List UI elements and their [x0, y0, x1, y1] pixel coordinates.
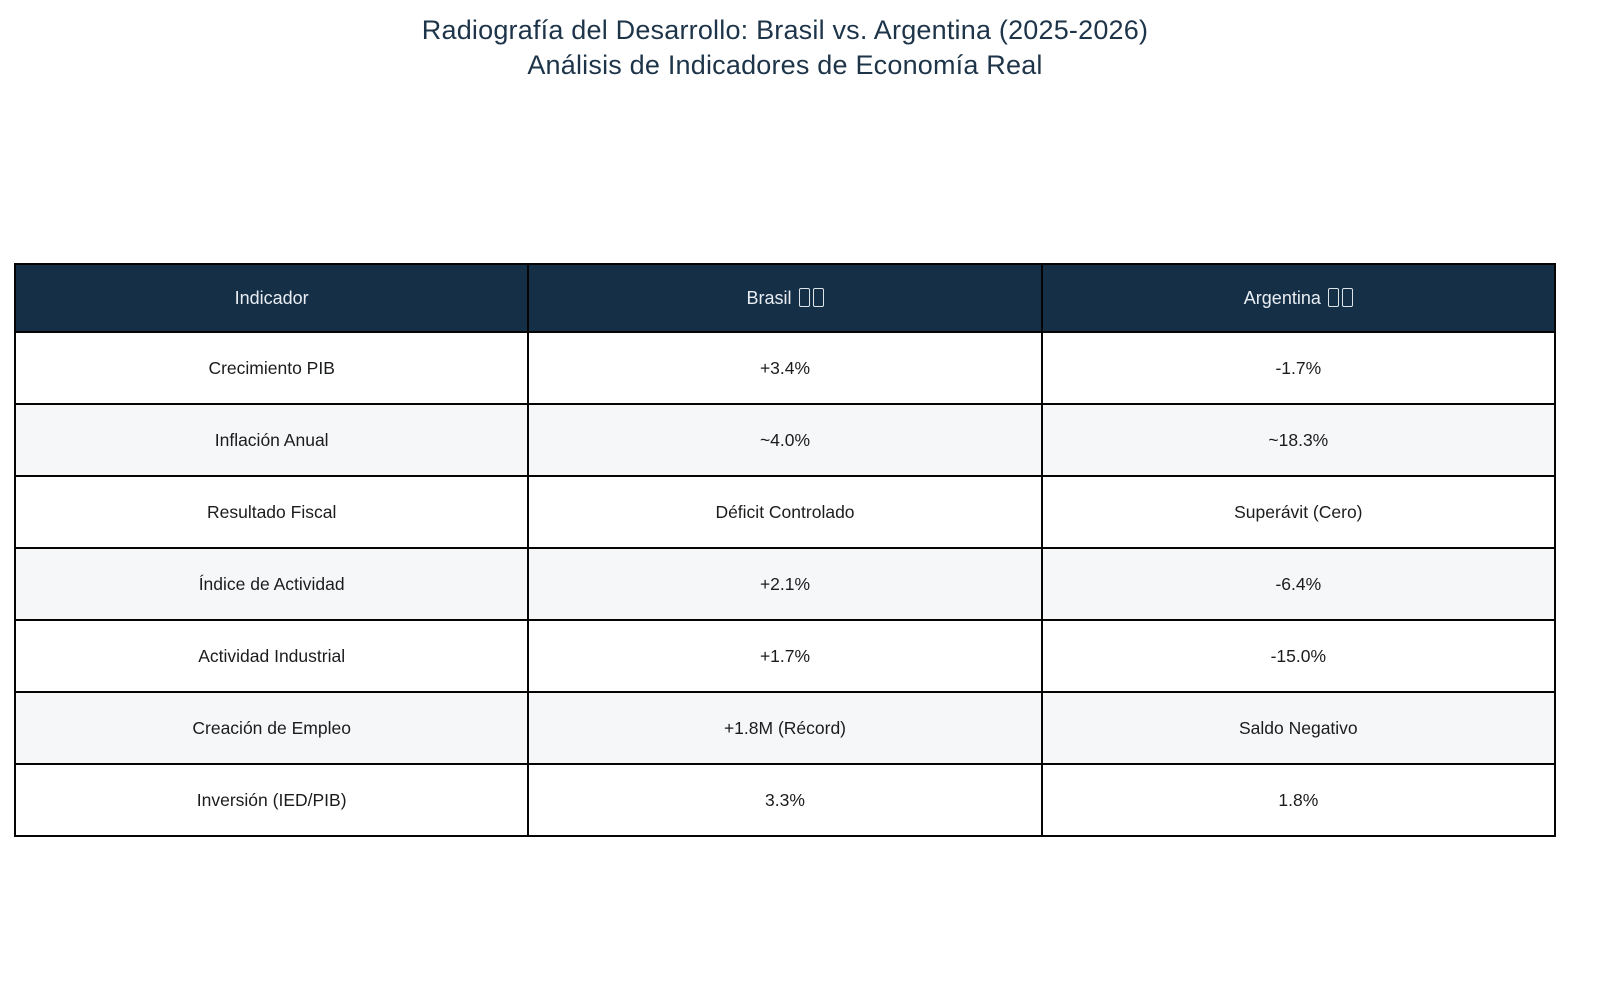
argentina-value-cell: Saldo Negativo [1040, 691, 1557, 765]
argentina-value-cell: Superávit (Cero) [1040, 475, 1557, 549]
table-header-row: Indicador Brasil Argentina [13, 263, 1557, 333]
indicators-table: Indicador Brasil Argentina Crecimiento P… [13, 263, 1557, 837]
indicator-cell: Crecimiento PIB [13, 331, 530, 405]
column-header-indicador: Indicador [13, 263, 530, 333]
table-row: Creación de Empleo +1.8M (Récord) Saldo … [13, 691, 1557, 765]
table-row: Crecimiento PIB +3.4% -1.7% [13, 331, 1557, 405]
argentina-value-cell: 1.8% [1040, 763, 1557, 837]
column-header-brasil: Brasil [527, 263, 1043, 333]
column-header-label: Argentina [1243, 287, 1321, 308]
table-row: Inflación Anual ~4.0% ~18.3% [13, 403, 1557, 477]
brasil-value-cell: 3.3% [527, 763, 1043, 837]
argentina-value-cell: ~18.3% [1040, 403, 1557, 477]
column-header-label: Brasil [746, 287, 792, 308]
indicator-cell: Inflación Anual [13, 403, 530, 477]
argentina-value-cell: -1.7% [1040, 331, 1557, 405]
column-header-argentina: Argentina [1040, 263, 1557, 333]
missing-glyph-box-icon [1341, 287, 1353, 307]
argentina-value-cell: -15.0% [1040, 619, 1557, 693]
table-row: Resultado Fiscal Déficit Controlado Supe… [13, 475, 1557, 549]
figure-title: Radiografía del Desarrollo: Brasil vs. A… [14, 13, 1556, 83]
missing-glyph-box-icon [812, 287, 824, 307]
indicator-cell: Creación de Empleo [13, 691, 530, 765]
table-row: Índice de Actividad +2.1% -6.4% [13, 547, 1557, 621]
table-row: Inversión (IED/PIB) 3.3% 1.8% [13, 763, 1557, 837]
brasil-value-cell: +1.7% [527, 619, 1043, 693]
brasil-value-cell: +3.4% [527, 331, 1043, 405]
argentina-value-cell: -6.4% [1040, 547, 1557, 621]
figure-title-line1: Radiografía del Desarrollo: Brasil vs. A… [421, 15, 1149, 45]
indicator-cell: Resultado Fiscal [13, 475, 530, 549]
table-row: Actividad Industrial +1.7% -15.0% [13, 619, 1557, 693]
missing-glyph-box-icon [798, 287, 810, 307]
brasil-flag-placeholder-icon [798, 287, 824, 309]
brasil-value-cell: ~4.0% [527, 403, 1043, 477]
figure-title-line2: Análisis de Indicadores de Economía Real [527, 50, 1043, 80]
brasil-value-cell: Déficit Controlado [527, 475, 1043, 549]
argentina-flag-placeholder-icon [1327, 287, 1353, 309]
brasil-value-cell: +2.1% [527, 547, 1043, 621]
indicator-cell: Inversión (IED/PIB) [13, 763, 530, 837]
column-header-label: Indicador [234, 287, 309, 308]
brasil-value-cell: +1.8M (Récord) [527, 691, 1043, 765]
indicator-cell: Actividad Industrial [13, 619, 530, 693]
missing-glyph-box-icon [1327, 287, 1339, 307]
indicator-cell: Índice de Actividad [13, 547, 530, 621]
